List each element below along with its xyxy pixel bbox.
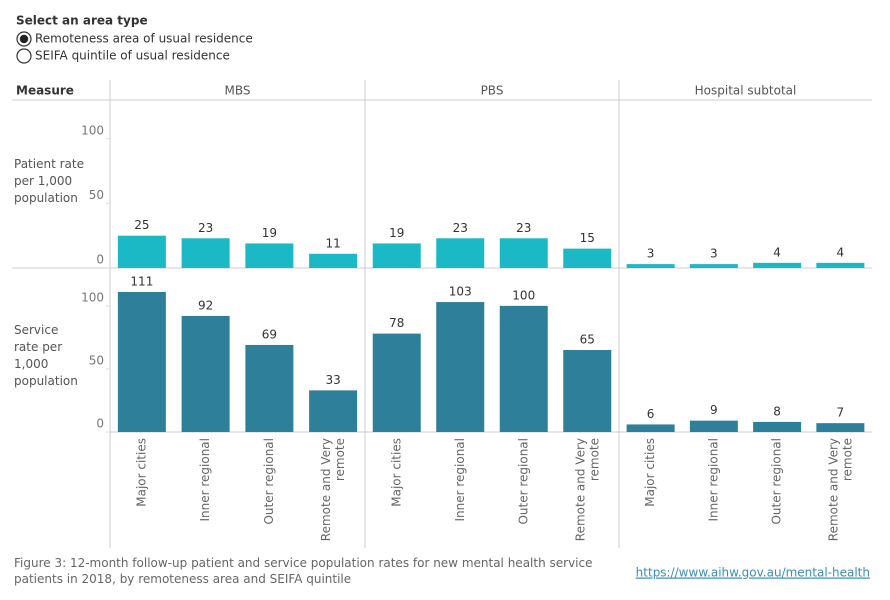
column-header: MBS [225,84,251,98]
value-label: 19 [389,226,404,240]
x-tick-label: Inner regional [706,438,720,522]
value-label: 25 [134,218,149,232]
x-tick-label: Major cities [389,438,403,507]
value-label: 111 [130,274,153,288]
value-label: 23 [453,221,468,235]
x-tick-label: Major cities [134,438,148,507]
row-label: Service rate per 1,000 population [14,323,78,388]
value-label: 19 [262,226,277,240]
x-tick-label: Outer regional [262,438,276,525]
bar [117,291,166,432]
value-label: 8 [773,404,781,418]
bar [753,262,802,268]
value-label: 33 [325,373,340,387]
bar [499,238,548,268]
x-tick-label: Remote and Veryremote [573,438,601,541]
bar [117,235,166,268]
x-tick-label: Inner regional [198,438,212,522]
bar [436,302,485,432]
bar [626,264,675,268]
radio-option[interactable]: Remoteness area of usual residence [16,31,253,47]
row-label-box: Patient rate per 1,000 population [14,157,84,205]
y-tick-label: 100 [81,123,104,137]
value-label: 7 [837,406,845,420]
x-tick-label: Remote and Veryremote [826,438,854,541]
bar [626,424,675,432]
radio-option[interactable]: SEIFA quintile of usual residence [16,48,230,64]
x-tick-label: Major cities [643,438,657,507]
bar [563,248,612,268]
column-header: Hospital subtotal [695,84,797,98]
value-label: 9 [710,403,718,417]
value-label: 100 [512,288,535,302]
row-label: Patient rate per 1,000 population [14,157,84,205]
row-label-box: Service rate per 1,000 population [14,323,78,388]
bar [309,390,358,432]
x-tick-label: Outer regional [770,438,784,525]
y-tick-label: 0 [96,417,104,431]
y-tick-label: 100 [81,290,104,304]
bar [372,243,421,268]
measure-header: Measure [16,84,74,98]
x-tick-label: Outer regional [516,438,530,525]
y-tick-label: 0 [96,253,104,267]
x-tick-label: Remote and Veryremote [319,438,347,541]
value-label: 4 [773,245,781,259]
bar [181,238,230,268]
caption-box: Figure 3: 12-month follow-up patient and… [14,556,593,586]
bar [816,423,865,432]
selector: Remoteness area of usual residence SEIFA … [16,31,253,64]
radio-label[interactable]: Remoteness area of usual residence [35,32,253,46]
link[interactable]: https://www.aihw.gov.au/mental-health [636,566,870,580]
value-label: 23 [198,221,213,235]
column-header: PBS [481,84,504,98]
chart: MBS PBS Hospital subtotal Patient rate per … [12,80,872,548]
value-label: 4 [837,245,845,259]
value-label: 3 [647,247,655,261]
value-label: 3 [710,247,718,261]
radio-button[interactable] [16,48,32,64]
y-tick-label: 50 [89,353,104,367]
bar [181,315,230,432]
bar [245,344,294,432]
caption: Figure 3: 12-month follow-up patient and… [14,556,593,586]
value-label: 69 [262,327,277,341]
value-label: 65 [580,333,595,347]
bar [753,421,802,432]
y-tick-label: 50 [89,188,104,202]
bar [689,264,738,268]
value-label: 103 [449,285,472,299]
bar [499,305,548,432]
value-label: 15 [580,231,595,245]
radio-label[interactable]: SEIFA quintile of usual residence [35,49,230,63]
value-label: 11 [325,236,340,250]
bar [436,238,485,268]
bar [372,333,421,432]
bar [309,253,358,268]
bar [816,262,865,268]
x-tick-label: Inner regional [453,438,467,522]
bar [563,350,612,432]
value-label: 78 [389,316,404,330]
value-label: 6 [647,407,655,421]
value-label: 92 [198,298,213,312]
bar [245,243,294,268]
radio-dot [19,34,29,44]
bar [689,420,738,432]
selector-title: Select an area type [16,14,148,28]
value-label: 23 [516,221,531,235]
